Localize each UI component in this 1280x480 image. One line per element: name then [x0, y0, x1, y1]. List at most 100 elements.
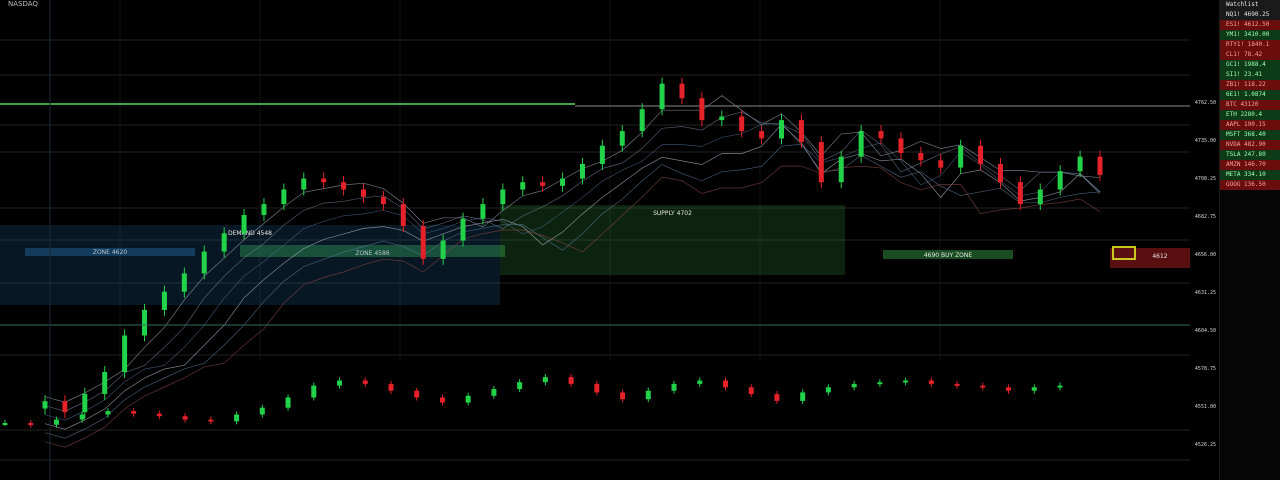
watchlist-row[interactable]: AMZN 146.70: [1220, 160, 1280, 170]
watchlist-panel[interactable]: Watchlist NQ1! 4690.25 ES1! 4612.50 YM1! 3…: [1219, 0, 1280, 480]
zone-box: [0, 225, 500, 305]
watchlist-row[interactable]: YM1! 3410.00: [1220, 30, 1280, 40]
watchlist-row[interactable]: 6E1! 1.0874: [1220, 90, 1280, 100]
candle-body: [997, 163, 1003, 183]
chart-canvas[interactable]: ZONE 4620 ZONE 4586 DEMAND 4548 SUPPLY 4702…: [0, 0, 1190, 480]
watchlist-row[interactable]: ES1! 4612.50: [1220, 20, 1280, 30]
indicator-bar: [517, 382, 523, 389]
price-tick-label: 4762.50: [1194, 100, 1216, 106]
candle-body: [181, 273, 187, 292]
candle-body: [281, 189, 287, 205]
zone-label: DEMAND 4548: [228, 230, 272, 237]
watchlist-row[interactable]: MSFT 368.40: [1220, 130, 1280, 140]
indicator-bar: [465, 395, 471, 403]
price-tick-label: 4578.75: [1194, 366, 1216, 372]
candle-body: [898, 138, 904, 153]
zone-box: [883, 250, 1013, 259]
indicator-bar: [903, 380, 909, 383]
indicator-bar: [697, 380, 703, 384]
zone-boxes: ZONE 4620 ZONE 4586 DEMAND 4548 SUPPLY 4702…: [0, 205, 1190, 305]
watchlist-row[interactable]: TSLA 247.80: [1220, 150, 1280, 160]
watchlist-row[interactable]: NVDA 482.90: [1220, 140, 1280, 150]
candle-body: [42, 401, 48, 409]
indicator-bar: [568, 377, 574, 384]
candle-body: [599, 145, 605, 164]
watchlist-row[interactable]: ETH 2280.4: [1220, 110, 1280, 120]
price-tick-label: 4631.25: [1194, 290, 1216, 296]
indicator-bar: [2, 423, 8, 425]
watchlist-row[interactable]: ZB1! 118.22: [1220, 80, 1280, 90]
ma-line: [44, 111, 1101, 412]
watchlist-row[interactable]: NQ1! 4690.25: [1220, 10, 1280, 20]
indicator-bar: [208, 419, 214, 422]
price-tick-label: 4708.25: [1194, 176, 1216, 182]
zone-label: SUPPLY 4702: [653, 210, 692, 217]
indicator-bar: [877, 382, 883, 385]
candle-body: [779, 120, 785, 139]
candle-body: [480, 204, 486, 219]
candle-body: [122, 335, 128, 372]
zone-box: [1110, 248, 1190, 268]
candle-body: [1057, 171, 1063, 190]
indicator-bar: [414, 390, 420, 398]
watchlist-row[interactable]: RTY1! 1840.1: [1220, 40, 1280, 50]
candle-body: [619, 131, 625, 146]
zone-box: [240, 245, 505, 257]
ma-line: [44, 165, 1101, 448]
candle-body: [520, 182, 526, 190]
zone-box: [500, 205, 845, 275]
candle-body: [838, 156, 844, 183]
ma-line: [44, 143, 1101, 439]
candle-body: [341, 182, 347, 190]
candle-body: [798, 120, 804, 143]
candle-body: [540, 182, 546, 186]
candle-body: [102, 372, 108, 394]
candle-body: [440, 240, 446, 259]
indicator-bar: [53, 419, 59, 425]
watchlist-row[interactable]: BTC 43120: [1220, 100, 1280, 110]
indicator-bar: [131, 411, 137, 414]
indicator-bar: [594, 383, 600, 393]
candle-body: [400, 204, 406, 226]
candle-body: [858, 131, 864, 157]
watchlist-row[interactable]: CL1! 78.42: [1220, 50, 1280, 60]
candle-body: [142, 309, 148, 336]
candle-body: [958, 145, 964, 168]
indicator-bar: [439, 397, 445, 403]
price-tick-label: 4656.00: [1194, 252, 1216, 258]
watchlist-row[interactable]: GOOG 136.50: [1220, 180, 1280, 190]
indicator-bar: [362, 380, 368, 384]
candle-body: [1077, 156, 1083, 172]
candle-body: [918, 153, 924, 161]
price-axis[interactable]: 4762.50 4735.00 4708.25 4682.75 4656.00 4631.…: [1190, 0, 1218, 480]
moving-average-lines: [44, 95, 1101, 448]
candle-body: [1017, 182, 1023, 205]
indicator-bar: [671, 383, 677, 391]
watchlist-row[interactable]: GC1! 1988.4: [1220, 60, 1280, 70]
candle-body: [321, 178, 327, 183]
indicator-bar: [182, 416, 188, 420]
watchlist-row[interactable]: AAPL 190.15: [1220, 120, 1280, 130]
candle-body: [878, 131, 884, 139]
candle-body: [579, 163, 585, 179]
candle-body: [82, 393, 88, 413]
price-tick-label: 4604.50: [1194, 328, 1216, 334]
candle-body: [201, 251, 207, 274]
watchlist-header: Watchlist: [1220, 0, 1280, 10]
indicator-bar: [79, 414, 85, 420]
candle-body: [938, 160, 944, 168]
candle-body: [679, 83, 685, 99]
zone-highlight: [1112, 246, 1136, 260]
candle-body: [380, 196, 386, 205]
ma-line: [44, 95, 1101, 403]
watchlist-row[interactable]: META 334.10: [1220, 170, 1280, 180]
candle-body: [719, 116, 725, 121]
candle-body: [261, 204, 267, 216]
indicator-bar: [980, 385, 986, 388]
indicator-bar: [774, 394, 780, 401]
indicator-bar: [620, 392, 626, 400]
indicator-bar: [105, 411, 111, 415]
candle-body: [360, 189, 366, 197]
indicator-bar: [825, 387, 831, 393]
watchlist-row[interactable]: SI1! 23.41: [1220, 70, 1280, 80]
